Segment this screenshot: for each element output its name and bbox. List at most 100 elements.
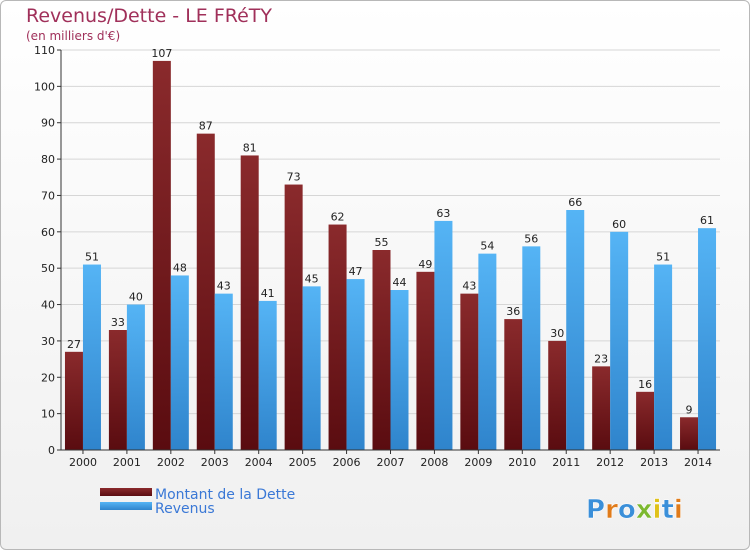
legend-swatch-debt xyxy=(100,488,152,496)
x-tick-label: 2001 xyxy=(113,456,141,469)
y-tick-label: 10 xyxy=(41,408,55,421)
debt-bar-label: 9 xyxy=(686,403,693,416)
revenue-bar-label: 44 xyxy=(393,276,407,289)
x-tick-label: 2006 xyxy=(333,456,361,469)
y-tick-label: 100 xyxy=(34,80,55,93)
revenue-bar-label: 60 xyxy=(612,218,626,231)
debt-bar xyxy=(592,366,611,450)
x-tick-label: 2014 xyxy=(684,456,712,469)
revenue-bar xyxy=(258,300,277,450)
revenue-bar xyxy=(346,279,365,450)
y-tick-label: 20 xyxy=(41,371,55,384)
debt-bar-label: 23 xyxy=(594,352,608,365)
revenue-bar xyxy=(478,253,497,450)
debt-bar xyxy=(108,330,127,450)
legend-label-debt: Montant de la Dette xyxy=(155,487,295,503)
chart-title: Revenus/Dette - LE FRéTY xyxy=(26,5,272,27)
debt-bar-label: 27 xyxy=(67,338,81,351)
y-tick-label: 70 xyxy=(41,189,55,202)
debt-bar-label: 62 xyxy=(331,211,345,224)
x-tick-label: 2002 xyxy=(157,456,185,469)
debt-bar-label: 73 xyxy=(287,171,301,184)
revenue-bar xyxy=(126,304,145,450)
y-tick-label: 40 xyxy=(41,299,55,312)
legend: Montant de la Dette Revenus xyxy=(100,487,295,517)
revenue-bar xyxy=(698,228,717,450)
revenue-bar xyxy=(522,246,541,450)
x-tick-label: 2013 xyxy=(640,456,668,469)
debt-bar-label: 33 xyxy=(111,316,125,329)
revenue-bar xyxy=(434,220,453,450)
x-tick-label: 2000 xyxy=(69,456,97,469)
debt-bar xyxy=(460,293,479,450)
x-tick-label: 2012 xyxy=(596,456,624,469)
y-tick-label: 80 xyxy=(41,153,55,166)
revenue-bar-label: 43 xyxy=(217,280,231,293)
revenue-bar-label: 66 xyxy=(568,196,582,209)
revenue-bar xyxy=(302,286,321,450)
x-tick-label: 2008 xyxy=(420,456,448,469)
debt-bar-label: 107 xyxy=(151,47,172,60)
y-axis: 0 10 20 30 40 50 60 70 80 90 100 110 xyxy=(34,44,62,457)
revenue-bar-label: 51 xyxy=(656,251,670,264)
debt-bar xyxy=(636,391,655,450)
x-tick-label: 2005 xyxy=(289,456,317,469)
revenue-bar-label: 41 xyxy=(261,287,275,300)
revenue-bar-label: 56 xyxy=(524,232,538,245)
debt-bar-label: 30 xyxy=(550,327,564,340)
debt-bar xyxy=(328,224,347,450)
debt-bar xyxy=(504,319,523,450)
y-tick-label: 60 xyxy=(41,226,55,239)
debt-bar-label: 55 xyxy=(375,236,389,249)
revenue-bar xyxy=(170,275,189,450)
x-tick-label: 2010 xyxy=(508,456,536,469)
chart-subtitle: (en milliers d'€) xyxy=(26,29,120,43)
revenue-bar xyxy=(390,290,409,450)
revenue-bar-label: 61 xyxy=(700,214,714,227)
legend-label-revenue: Revenus xyxy=(155,501,215,517)
debt-bar xyxy=(548,340,567,450)
debt-bar-label: 36 xyxy=(506,305,520,318)
debt-bar xyxy=(152,60,171,451)
y-tick-label: 0 xyxy=(48,444,55,457)
debt-bar xyxy=(416,271,435,450)
debt-bar-label: 81 xyxy=(243,141,257,154)
revenue-bar xyxy=(654,264,673,450)
x-axis: 2000 2001 2002 2003 2004 2005 2006 2007 2008 2009… xyxy=(61,449,720,469)
debt-bar-label: 43 xyxy=(462,280,476,293)
x-tick-label: 2009 xyxy=(464,456,492,469)
proxiti-logo: Proxiti xyxy=(586,495,683,526)
revenue-bar-label: 51 xyxy=(85,251,99,264)
debt-bar xyxy=(196,133,215,451)
debt-bar xyxy=(64,351,83,450)
y-tick-label: 50 xyxy=(41,262,55,275)
x-tick-label: 2004 xyxy=(245,456,273,469)
y-tick-label: 110 xyxy=(34,44,55,57)
revenue-bar-label: 45 xyxy=(305,272,319,285)
debt-bar xyxy=(680,417,699,450)
bars: 27 51 33 40 107 48 87 43 81 41 73 45 62 47 55 44 49 63 43 5… xyxy=(64,47,717,451)
revenue-bar-label: 47 xyxy=(349,265,363,278)
debt-bar-label: 87 xyxy=(199,120,213,133)
debt-bar-label: 49 xyxy=(418,258,432,271)
y-tick-label: 90 xyxy=(41,117,55,130)
revenue-bar-label: 54 xyxy=(480,240,494,253)
debt-bar xyxy=(372,250,391,450)
revenue-bar-label: 63 xyxy=(436,207,450,220)
debt-bar xyxy=(284,184,303,450)
y-tick-label: 30 xyxy=(41,335,55,348)
x-tick-label: 2007 xyxy=(377,456,405,469)
revenue-bar xyxy=(566,210,585,450)
logo-text: Proxiti xyxy=(586,495,683,525)
revenue-bar-label: 40 xyxy=(129,291,143,304)
revenue-bar xyxy=(82,264,101,450)
x-tick-label: 2011 xyxy=(552,456,580,469)
revenue-bar xyxy=(610,231,629,450)
revenue-bar xyxy=(214,293,233,450)
debt-bar xyxy=(240,155,259,451)
legend-swatch-revenue xyxy=(100,502,152,510)
x-tick-label: 2003 xyxy=(201,456,229,469)
revenue-bar-label: 48 xyxy=(173,261,187,274)
debt-bar-label: 16 xyxy=(638,378,652,391)
